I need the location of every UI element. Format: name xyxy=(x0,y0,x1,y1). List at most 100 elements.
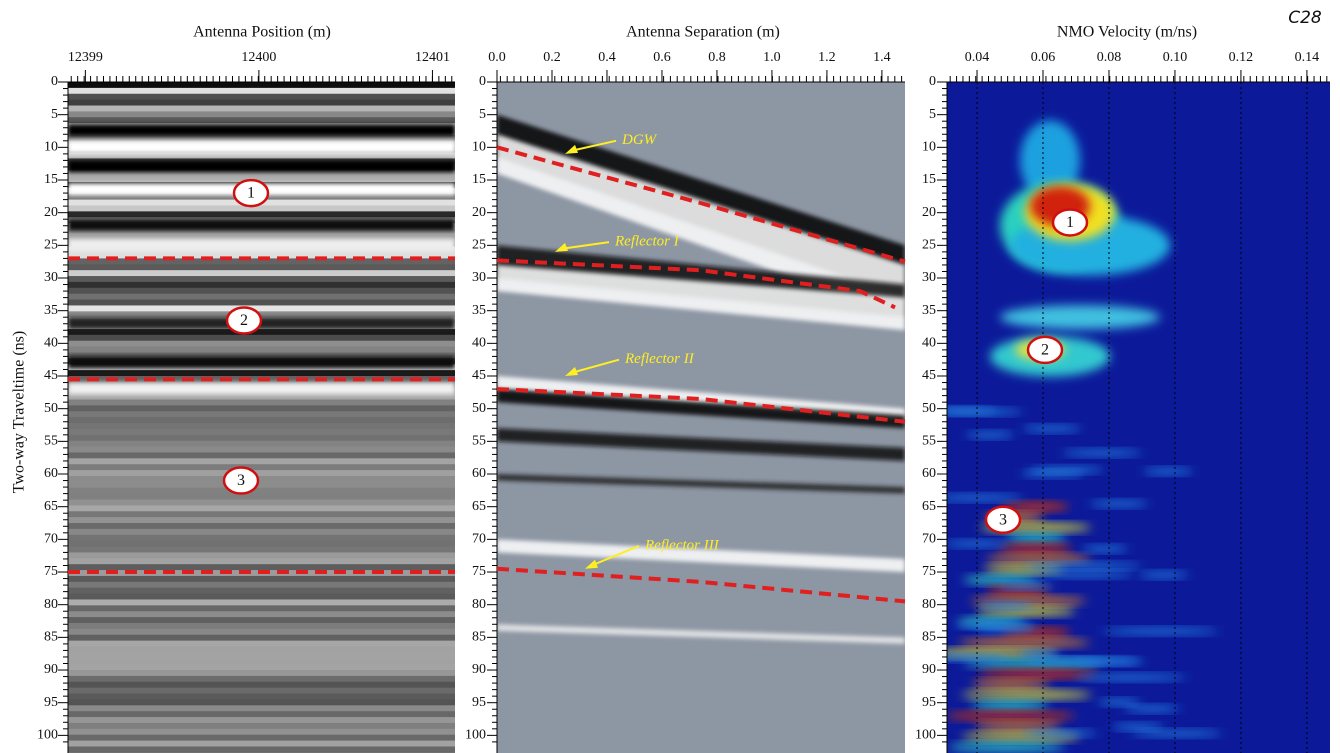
blob xyxy=(947,494,1024,501)
stripe xyxy=(68,558,455,565)
y-axis-label: Two-way Traveltime (ns) xyxy=(11,331,28,493)
cmp-gather xyxy=(497,82,905,753)
y-tick-label: 80 xyxy=(922,597,936,612)
y-tick-label: 25 xyxy=(922,238,936,253)
stripe xyxy=(68,717,455,724)
blob xyxy=(947,711,1076,720)
marker-label: 2 xyxy=(1041,342,1049,359)
stripe xyxy=(68,334,455,342)
y-tick-label: 100 xyxy=(465,728,486,743)
x-tick-label: 0.04 xyxy=(965,50,990,65)
blob xyxy=(1062,449,1142,456)
y-tick-label: 90 xyxy=(472,662,486,677)
y-tick-label: 15 xyxy=(472,172,486,187)
blob xyxy=(970,701,1050,710)
stripe xyxy=(68,664,455,671)
y-tick-label: 90 xyxy=(922,662,936,677)
stripe xyxy=(68,517,455,524)
event xyxy=(497,389,905,429)
marker-label: 1 xyxy=(1066,214,1074,231)
y-tick-label: 30 xyxy=(44,270,58,285)
stripe xyxy=(68,628,455,636)
stripe xyxy=(68,152,455,160)
blob xyxy=(1000,305,1160,330)
marker-label: 3 xyxy=(999,511,1007,528)
y-tick-label: 100 xyxy=(37,728,58,743)
y-tick-label: 40 xyxy=(472,336,486,351)
band xyxy=(68,160,455,173)
arrow-head xyxy=(555,242,568,252)
blob xyxy=(1082,545,1129,552)
x-tick-label: 0.08 xyxy=(1097,50,1122,65)
x-tick-label: 0.6 xyxy=(653,50,671,65)
y-tick-label: 60 xyxy=(44,466,58,481)
stripe xyxy=(68,611,455,618)
blob xyxy=(971,680,1051,689)
stripe xyxy=(68,287,455,295)
stripe xyxy=(68,417,455,424)
stripe xyxy=(68,487,455,495)
marker-circle xyxy=(1051,208,1089,237)
y-tick-label: 95 xyxy=(472,695,486,710)
x-tick-label: 0.8 xyxy=(708,50,726,65)
stripe xyxy=(68,599,455,606)
blob xyxy=(1142,468,1194,475)
y-tick-label: 15 xyxy=(44,172,58,187)
stripe xyxy=(68,581,455,589)
blob xyxy=(947,654,1010,661)
y-tick-label: 10 xyxy=(472,140,486,155)
blob xyxy=(973,722,1062,731)
stripe xyxy=(68,617,455,624)
stripe xyxy=(68,675,455,683)
stripe xyxy=(68,464,455,471)
blob xyxy=(1101,628,1219,635)
stripe xyxy=(68,393,455,401)
blob xyxy=(1033,571,1134,578)
marker-circle xyxy=(1026,335,1064,365)
blob xyxy=(947,743,1066,752)
y-tick-label: 65 xyxy=(472,499,486,514)
y-tick-label: 70 xyxy=(472,532,486,547)
stripe xyxy=(68,446,455,454)
event xyxy=(497,264,905,331)
x-tick-label: 1.4 xyxy=(873,50,891,65)
stripe xyxy=(68,552,455,559)
stripe xyxy=(68,746,455,753)
stripe xyxy=(68,423,455,430)
stripe xyxy=(68,176,455,183)
y-tick-label: 55 xyxy=(44,434,58,449)
arrow-head xyxy=(565,367,578,377)
y-tick-label: 55 xyxy=(922,434,936,449)
blob xyxy=(1020,120,1080,201)
stripe xyxy=(68,276,455,283)
stripe xyxy=(68,281,455,289)
x-tick-label: 0.12 xyxy=(1229,50,1254,65)
blob xyxy=(997,544,1073,553)
annotation: DGW xyxy=(621,132,658,148)
stripe xyxy=(68,258,455,265)
panel-title: NMO Velocity (m/ns) xyxy=(1057,24,1197,41)
band xyxy=(68,219,455,232)
y-tick-label: 5 xyxy=(479,107,486,122)
stripe xyxy=(68,211,455,218)
blob xyxy=(965,431,1015,438)
stripe xyxy=(68,540,455,548)
blob xyxy=(975,607,1076,616)
event xyxy=(497,539,905,573)
y-tick-label: 20 xyxy=(922,205,936,220)
stripe xyxy=(68,523,455,530)
stripe xyxy=(68,499,455,506)
stripe xyxy=(68,370,455,377)
y-tick-label: 40 xyxy=(44,336,58,351)
y-tick-label: 95 xyxy=(922,695,936,710)
stripe xyxy=(68,634,455,642)
stripe xyxy=(68,505,455,512)
stripe xyxy=(68,646,455,654)
blob xyxy=(1138,571,1189,578)
stripe xyxy=(68,546,455,554)
panel-title: Antenna Separation (m) xyxy=(626,24,780,41)
blob xyxy=(999,502,1070,511)
annotation: Reflector I xyxy=(614,234,680,250)
y-tick-label: 85 xyxy=(472,630,486,645)
x-tick-label: 12401 xyxy=(415,50,450,65)
